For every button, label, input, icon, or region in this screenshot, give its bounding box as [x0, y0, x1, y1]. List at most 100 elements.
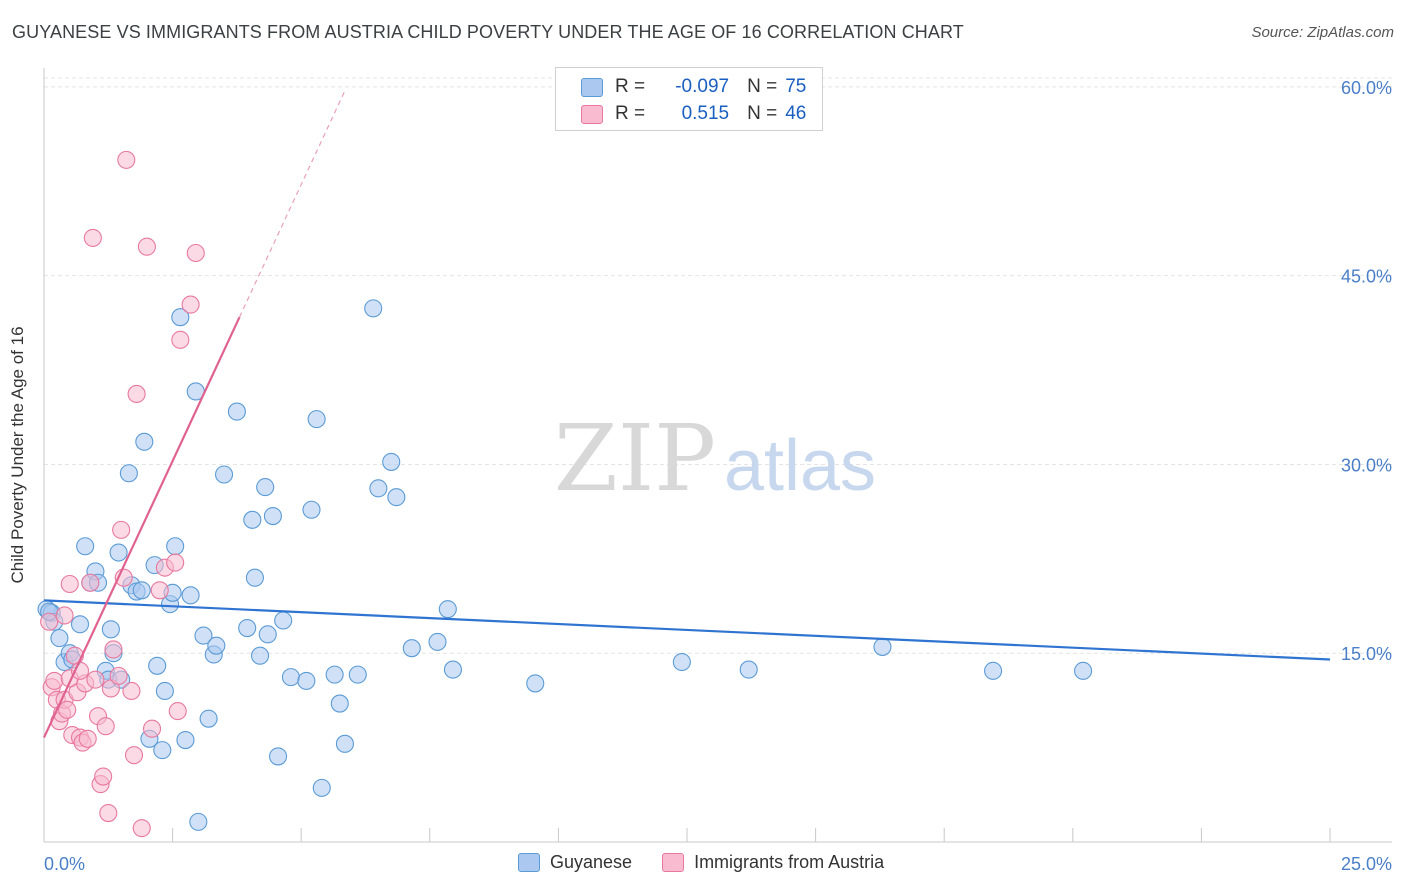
- guyanese-point: [335, 734, 354, 753]
- austria-point: [124, 746, 144, 765]
- austria-point: [117, 150, 136, 169]
- austria-point: [181, 295, 200, 314]
- series-legend-austria[interactable]: Immigrants from Austria: [662, 852, 884, 873]
- legend-n-value: 75: [785, 76, 807, 97]
- legend-row-guyanese: R = -0.097 N = 75: [581, 76, 806, 98]
- guyanese-point: [984, 661, 1003, 680]
- guyanese-point: [269, 747, 288, 766]
- legend-n-value: 46: [785, 103, 807, 124]
- guyanese-point: [281, 668, 300, 687]
- guyanese-point: [101, 620, 120, 639]
- austria-point: [112, 520, 131, 539]
- guyanese-point: [274, 611, 293, 630]
- legend-row-austria: R = 0.515 N = 46: [581, 103, 806, 125]
- legend-r-value: 0.515: [681, 103, 730, 124]
- austria-point: [150, 581, 169, 600]
- y-tick-label: 60.0%: [1341, 78, 1392, 98]
- austria-trend-extension: [238, 90, 346, 318]
- correlation-legend: R = -0.097 N = 75 R = 0.515 N = 46: [555, 67, 823, 131]
- x-tick-label: 0.0%: [44, 854, 85, 874]
- guyanese-point: [297, 671, 316, 690]
- guyanese-point: [214, 465, 234, 484]
- guyanese-point: [207, 636, 226, 655]
- guyanese-point: [348, 665, 367, 684]
- austria-point: [60, 574, 79, 594]
- guyanese-point: [135, 432, 154, 451]
- legend-r-label: R =: [615, 76, 646, 97]
- austria-point: [166, 553, 185, 572]
- guyanese-point: [109, 543, 128, 562]
- austria-point: [83, 228, 102, 247]
- legend-swatch-austria: [581, 104, 603, 124]
- watermark-zip: ZIP: [554, 405, 716, 512]
- y-axis-label: Child Poverty Under the Age of 16: [8, 326, 27, 584]
- austria-point: [122, 681, 141, 701]
- guyanese-point: [402, 639, 421, 658]
- guyanese-point: [258, 625, 277, 644]
- guyanese-point: [171, 308, 190, 327]
- austria-point: [94, 767, 113, 786]
- series-label-austria: Immigrants from Austria: [694, 852, 885, 872]
- guyanese-point: [382, 452, 401, 471]
- guyanese-point: [176, 731, 195, 750]
- y-tick-label: 15.0%: [1341, 644, 1392, 664]
- austria-point: [168, 702, 187, 721]
- austria-point: [137, 237, 156, 256]
- guyanese-point: [1074, 661, 1093, 680]
- guyanese-point: [50, 629, 69, 648]
- guyanese-point: [238, 618, 257, 638]
- chart-title: GUYANESE VS IMMIGRANTS FROM AUSTRIA CHIL…: [12, 22, 964, 42]
- austria-point: [55, 606, 74, 625]
- axes: [43, 68, 1392, 843]
- austria-point: [109, 666, 128, 685]
- guyanese-point: [739, 660, 758, 679]
- guyanese-points: [37, 299, 1093, 831]
- x-tick-label: 25.0%: [1341, 854, 1392, 874]
- series-swatch-guyanese: [518, 853, 540, 872]
- tick-labels: 15.0% 30.0% 45.0% 60.0% 0.0% 25.0%: [44, 78, 1392, 874]
- guyanese-point: [245, 568, 264, 587]
- guyanese-point: [153, 741, 172, 760]
- austria-point: [104, 640, 123, 659]
- guyanese-point: [526, 674, 545, 693]
- guyanese-point: [369, 479, 388, 498]
- austria-point: [96, 717, 115, 736]
- guyanese-point: [330, 694, 349, 713]
- guyanese-point: [325, 665, 344, 684]
- y-tick-label: 45.0%: [1341, 267, 1392, 287]
- guyanese-point: [194, 626, 213, 645]
- austria-point: [127, 384, 146, 404]
- guyanese-point: [443, 660, 462, 679]
- y-tick-label: 30.0%: [1341, 455, 1392, 475]
- legend-r-value: -0.097: [675, 76, 730, 97]
- guyanese-point: [263, 506, 282, 526]
- guyanese-point: [307, 410, 326, 429]
- austria-point: [132, 819, 151, 838]
- guyanese-point: [76, 537, 95, 556]
- guyanese-point: [312, 778, 331, 797]
- austria-point: [99, 804, 118, 823]
- austria-point: [40, 612, 59, 631]
- guyanese-point: [189, 812, 208, 831]
- series-legend-guyanese[interactable]: Guyanese: [518, 852, 632, 873]
- guyanese-point: [155, 681, 174, 701]
- guyanese-point: [132, 581, 151, 600]
- legend-swatch-guyanese: [581, 77, 603, 97]
- watermark-atlas: atlas: [724, 426, 876, 506]
- series-swatch-austria: [662, 853, 685, 872]
- austria-point: [81, 573, 100, 592]
- guyanese-point: [428, 632, 447, 651]
- legend-n-label: N =: [747, 103, 778, 124]
- guyanese-point: [250, 646, 270, 665]
- austria-point: [186, 243, 205, 263]
- austria-point: [171, 330, 190, 349]
- guyanese-point: [672, 652, 691, 672]
- guyanese-point: [70, 615, 90, 634]
- grid-lines: [44, 77, 1392, 654]
- austria-point: [142, 719, 162, 738]
- series-label-guyanese: Guyanese: [550, 852, 633, 872]
- guyanese-point: [119, 464, 138, 483]
- guyanese-point: [387, 488, 406, 507]
- austria-points: [40, 150, 205, 838]
- guyanese-point: [873, 637, 892, 656]
